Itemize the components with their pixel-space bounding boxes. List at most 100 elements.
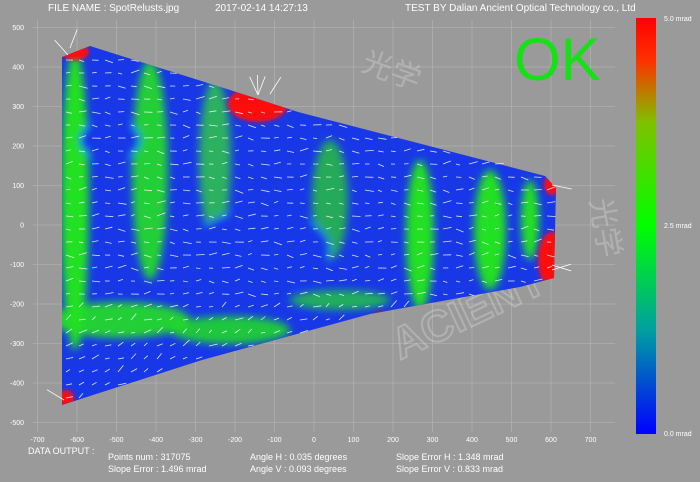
slope-vector <box>403 300 410 308</box>
slope-vector <box>390 228 397 230</box>
slope-vector <box>78 150 86 153</box>
slope-vector <box>169 163 179 166</box>
slope-vector <box>520 267 527 271</box>
slope-vector <box>416 252 423 256</box>
slope-vector <box>494 266 500 269</box>
slope-vector <box>286 189 293 191</box>
x-tick-label: -200 <box>228 437 242 444</box>
slope-vector <box>260 124 266 127</box>
slope-vector <box>481 280 487 283</box>
slope-vector <box>156 176 163 180</box>
slope-vector <box>260 150 267 152</box>
slope-vector <box>182 328 187 334</box>
slope-vector <box>520 240 528 243</box>
slope-vector <box>65 383 73 386</box>
slope-vector <box>273 137 279 139</box>
slope-vector <box>377 201 383 204</box>
slope-vector <box>91 369 98 373</box>
slope-vector <box>65 342 74 347</box>
slope-vector <box>221 161 228 165</box>
slope-vector <box>494 188 500 191</box>
slope-vector <box>130 228 140 231</box>
slope-vector <box>351 254 359 258</box>
slope-vector <box>247 201 255 204</box>
x-tick-label: 300 <box>427 437 439 444</box>
slope-vector <box>299 215 308 219</box>
slope-vector <box>273 317 280 321</box>
slope-vector <box>312 189 318 192</box>
colorbar-max-label: 5.0 mrad <box>664 16 692 23</box>
slope-vector <box>65 202 71 205</box>
slope-vector <box>104 368 111 373</box>
slope-vector <box>260 163 270 166</box>
slope-vector <box>221 317 227 321</box>
slope-vector <box>156 189 165 193</box>
slope-vector <box>156 136 166 139</box>
slope-vector <box>130 313 137 321</box>
slope-vector <box>325 241 335 245</box>
slope-vector <box>143 329 152 334</box>
y-tick-label: 0 <box>20 223 24 230</box>
slope-vector <box>130 342 136 347</box>
slope-vector <box>143 215 151 219</box>
slope-vector <box>520 280 526 283</box>
slope-vector <box>221 200 230 204</box>
slope-vector <box>455 215 463 218</box>
slope-vector <box>429 189 437 193</box>
slope-vector <box>91 329 100 334</box>
slope-vector <box>403 174 412 178</box>
slope-vector <box>91 176 98 178</box>
slope-vector <box>104 382 110 386</box>
slope-vector <box>260 293 269 296</box>
slope-vector <box>78 186 87 191</box>
slope-vector <box>351 202 359 205</box>
slope-vector <box>247 280 253 283</box>
slope-vector <box>429 176 437 180</box>
slope-vector <box>481 252 489 256</box>
slope-vector <box>507 214 513 217</box>
x-tick-label: 100 <box>348 437 360 444</box>
slope-vector <box>65 396 73 399</box>
slope-vector <box>78 343 84 347</box>
slope-vector <box>46 389 65 401</box>
slope-vector <box>416 202 424 205</box>
slope-vector <box>338 175 345 178</box>
slope-vector <box>104 241 112 244</box>
slope-vector <box>78 110 87 113</box>
slope-vector <box>78 98 85 102</box>
slope-vector <box>247 111 253 114</box>
slope-vector <box>234 328 241 334</box>
slope-vector <box>78 392 84 399</box>
slope-vector <box>195 279 202 282</box>
slope-vector <box>403 215 409 218</box>
slope-vector <box>442 240 452 243</box>
slope-vector <box>221 97 230 100</box>
slope-vector <box>286 150 295 153</box>
slope-vector <box>364 280 371 282</box>
slope-vector <box>273 330 281 334</box>
slope-vector <box>377 214 384 217</box>
slope-vector <box>65 369 71 373</box>
slope-vector <box>481 228 487 231</box>
slope-vector <box>143 202 150 205</box>
slope-vector <box>312 137 318 139</box>
slope-vector <box>195 356 203 360</box>
slope-vector <box>208 343 218 347</box>
slope-vector <box>208 226 216 230</box>
slope-vector <box>260 176 267 180</box>
slope-vector <box>533 238 542 243</box>
slope-vector <box>234 265 243 269</box>
slope-vector <box>104 303 113 308</box>
slope-vector <box>104 135 111 139</box>
slope-vector <box>249 76 259 96</box>
slope-vector <box>247 124 257 129</box>
slope-vector <box>143 266 150 269</box>
slope-vector <box>195 96 205 100</box>
slope-vector <box>325 163 333 166</box>
slope-vector <box>247 227 256 230</box>
slope-vector <box>195 328 201 334</box>
slope-vector <box>481 161 490 165</box>
slope-vector <box>247 304 254 308</box>
slope-vector <box>442 227 452 230</box>
slope-vector <box>182 265 190 269</box>
